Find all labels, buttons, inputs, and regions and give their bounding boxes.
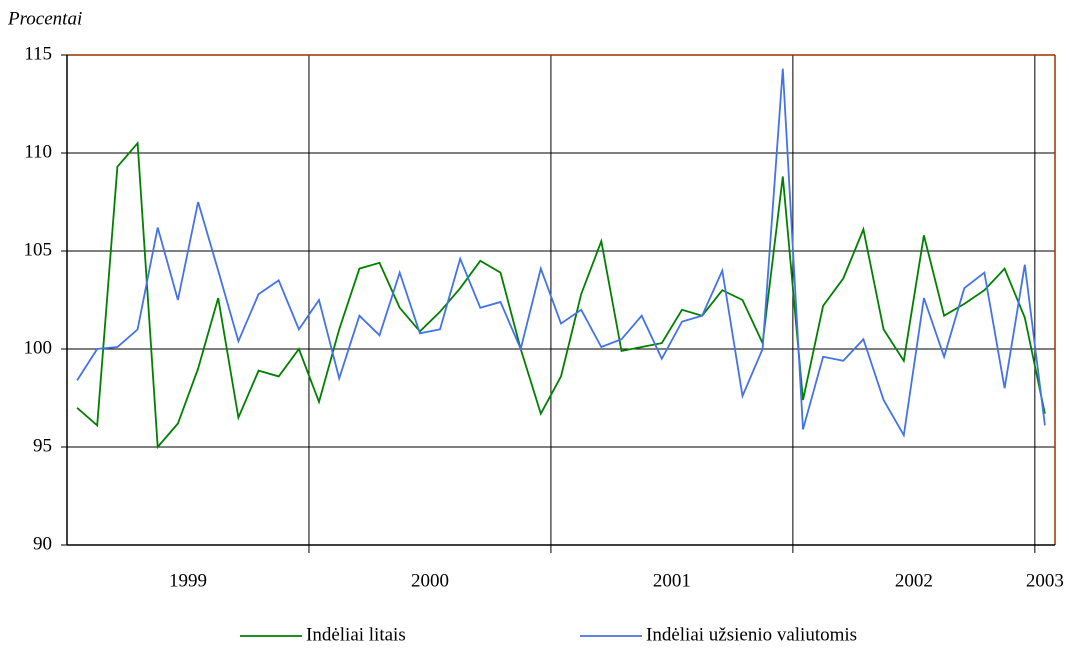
x-group-label: 2003	[1026, 570, 1064, 591]
x-group-label: 2000	[411, 570, 449, 591]
legend-label: Indėliai litais	[306, 624, 406, 645]
series-line	[76, 140, 1046, 450]
x-group-label: 1999	[169, 570, 207, 591]
x-group-label: 2002	[895, 570, 933, 591]
legend-label: Indėliai užsienio valiutomis	[646, 624, 857, 645]
y-tick-label: 100	[24, 337, 53, 358]
y-tick-label: 105	[24, 239, 53, 260]
y-tick-label: 115	[24, 43, 52, 64]
y-tick-label: 110	[24, 141, 52, 162]
x-group-label: 2001	[653, 570, 691, 591]
y-axis-label: Procentai	[7, 8, 82, 29]
y-tick-label: 95	[33, 435, 52, 456]
y-tick-label: 90	[33, 533, 52, 554]
series-line	[76, 68, 1046, 438]
